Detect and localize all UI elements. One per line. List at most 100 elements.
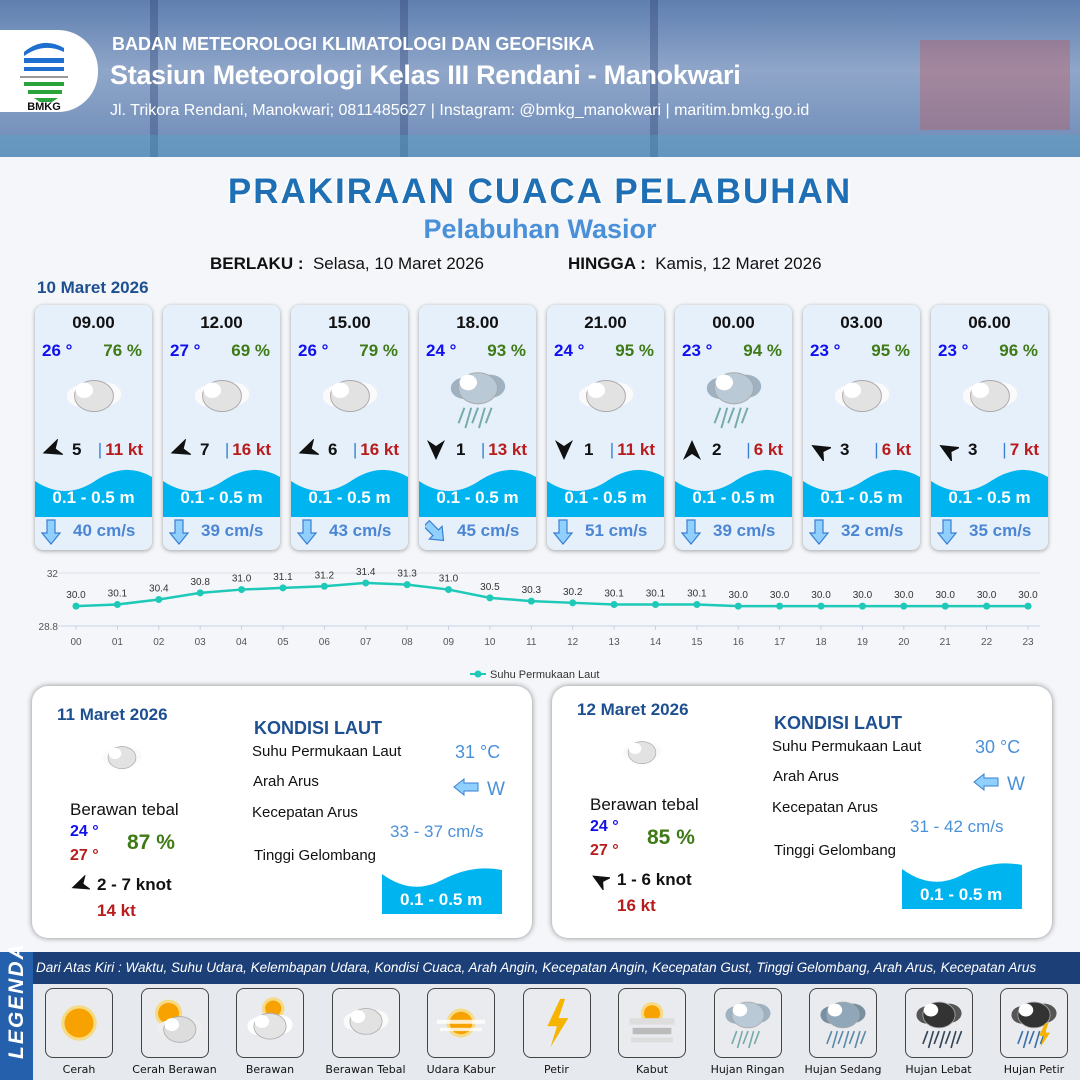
data-label: 31.0 bbox=[232, 574, 252, 585]
valid-to-value: Kamis, 12 Maret 2026 bbox=[655, 254, 822, 273]
x-tick-label: 09 bbox=[443, 637, 455, 648]
legend-label: Cerah bbox=[62, 1063, 96, 1076]
page-title: PRAKIRAAN CUACA PELABUHAN bbox=[227, 172, 853, 211]
data-label: 31.2 bbox=[315, 570, 335, 581]
berawan-tebal-weather-icon bbox=[58, 363, 130, 433]
data-label: 30.1 bbox=[604, 588, 624, 599]
data-point bbox=[486, 594, 494, 602]
sst-value: 31 °C bbox=[455, 742, 501, 762]
data-label: 30.0 bbox=[66, 590, 86, 601]
x-tick-label: 04 bbox=[236, 637, 248, 648]
card-current-speed: 45 cm/s bbox=[457, 521, 520, 540]
card-humidity: 95 % bbox=[871, 341, 910, 360]
card-gust-value: 6 kt bbox=[753, 440, 783, 459]
wave-icon bbox=[902, 861, 1022, 909]
card-humidity: 96 % bbox=[999, 341, 1038, 360]
card-humidity: 94 % bbox=[743, 341, 782, 360]
current-direction-label: Arah Arus bbox=[253, 773, 319, 790]
card-wave-height: 0.1 - 0.5 m bbox=[180, 488, 263, 507]
x-tick-label: 16 bbox=[733, 637, 745, 648]
card-wind-speed: 7 bbox=[200, 440, 210, 459]
svg-text:BMKG: BMKG bbox=[27, 101, 61, 112]
data-point bbox=[693, 600, 701, 608]
forecast-card: 00.00 23 ° 94 % 2 | 6 kt 0.1 - 0.5 m 39 c… bbox=[675, 305, 792, 550]
x-tick-label: 08 bbox=[402, 637, 414, 648]
legend-label: Petir bbox=[544, 1063, 569, 1076]
wave-icon bbox=[419, 465, 536, 517]
x-tick-label: 00 bbox=[70, 637, 82, 648]
x-tick-label: 22 bbox=[981, 637, 993, 648]
separator: | bbox=[352, 440, 358, 459]
card-humidity: 79 % bbox=[359, 341, 398, 360]
data-label: 30.5 bbox=[480, 582, 500, 593]
berawan-tebal-weather-icon bbox=[314, 363, 386, 433]
card-time: 21.00 bbox=[584, 313, 627, 332]
card-current-speed: 40 cm/s bbox=[73, 521, 136, 540]
current-direction-icon bbox=[552, 519, 574, 545]
card-temperature: 27 ° bbox=[170, 341, 201, 360]
card-current-speed: 51 cm/s bbox=[585, 521, 648, 540]
wind-direction-icon bbox=[809, 439, 834, 463]
card-time: 18.00 bbox=[456, 313, 499, 332]
wave-icon bbox=[803, 465, 920, 517]
berawan-tebal-weather-icon bbox=[570, 363, 642, 433]
data-point bbox=[776, 602, 784, 610]
x-tick-label: 02 bbox=[153, 637, 165, 648]
current-direction-icon bbox=[808, 519, 830, 545]
current-speed-value: 33 - 37 cm/s bbox=[390, 822, 484, 841]
data-label: 30.2 bbox=[563, 587, 583, 598]
card-gust: | 11 kt bbox=[610, 440, 655, 460]
station-contact: Jl. Trikora Rendani, Manokwari; 08114856… bbox=[110, 102, 810, 119]
card-wave-height: 0.1 - 0.5 m bbox=[308, 488, 391, 507]
forecast-card: 03.00 23 ° 95 % 3 | 6 kt 0.1 - 0.5 m 32 c… bbox=[803, 305, 920, 550]
wind-direction-icon bbox=[425, 439, 447, 461]
x-tick-label: 13 bbox=[609, 637, 621, 648]
data-point bbox=[1024, 602, 1032, 610]
data-point bbox=[900, 602, 908, 610]
legend-bar bbox=[0, 952, 1080, 984]
separator: | bbox=[609, 440, 615, 459]
panel-humidity: 87 % bbox=[127, 831, 175, 854]
card-time: 03.00 bbox=[840, 313, 883, 332]
data-label: 30.0 bbox=[977, 590, 997, 601]
card-gust: | 6 kt bbox=[746, 440, 783, 460]
wave-height-label: Tinggi Gelombang bbox=[774, 842, 897, 859]
panel-weather-label: Berawan tebal bbox=[70, 800, 179, 819]
current-speed-label: Kecepatan Arus bbox=[772, 799, 878, 816]
current-direction-label: Arah Arus bbox=[773, 768, 839, 785]
kondisi-laut-heading: KONDISI LAUT bbox=[254, 718, 382, 738]
card-current-speed: 39 cm/s bbox=[713, 521, 776, 540]
wave-icon bbox=[291, 465, 408, 517]
berawan-tebal-weather-icon bbox=[607, 729, 677, 779]
data-point bbox=[817, 602, 825, 610]
hujan-lebat-legend-icon bbox=[904, 988, 973, 1058]
y-tick-label: 28.8 bbox=[39, 622, 59, 633]
wind-direction-icon bbox=[937, 439, 962, 463]
card-time: 12.00 bbox=[200, 313, 243, 332]
data-label: 30.1 bbox=[687, 588, 707, 599]
card-current-speed: 39 cm/s bbox=[201, 521, 264, 540]
legend-label: Hujan Ringan bbox=[710, 1063, 785, 1076]
data-label: 31.4 bbox=[356, 567, 376, 578]
berawan-legend-icon bbox=[236, 988, 304, 1058]
petir-legend-icon bbox=[522, 988, 591, 1058]
panel-wave-height: 0.1 - 0.5 m bbox=[920, 885, 1003, 904]
panel-temp-max: 27 ° bbox=[590, 842, 619, 859]
data-point bbox=[196, 589, 204, 597]
wind-direction-icon bbox=[169, 438, 193, 461]
card-wave-height: 0.1 - 0.5 m bbox=[820, 488, 903, 507]
card-humidity: 76 % bbox=[103, 341, 142, 360]
x-tick-label: 18 bbox=[815, 637, 827, 648]
wave-icon bbox=[675, 465, 792, 517]
separator: | bbox=[874, 440, 879, 459]
card-wave-height: 0.1 - 0.5 m bbox=[436, 488, 519, 507]
current-direction-icon bbox=[973, 772, 999, 792]
current-direction-icon bbox=[680, 519, 702, 545]
card-wave-height: 0.1 - 0.5 m bbox=[564, 488, 647, 507]
data-label: 30.3 bbox=[522, 585, 542, 596]
data-label: 30.0 bbox=[894, 590, 914, 601]
panel-wave-height: 0.1 - 0.5 m bbox=[400, 890, 483, 909]
card-temperature: 23 ° bbox=[682, 341, 713, 360]
legend-label: Hujan Sedang bbox=[804, 1063, 882, 1076]
daily-forecast-panel: 11 Maret 2026 Berawan tebal 24 ° 27 ° 87 % 2 … bbox=[32, 686, 532, 938]
